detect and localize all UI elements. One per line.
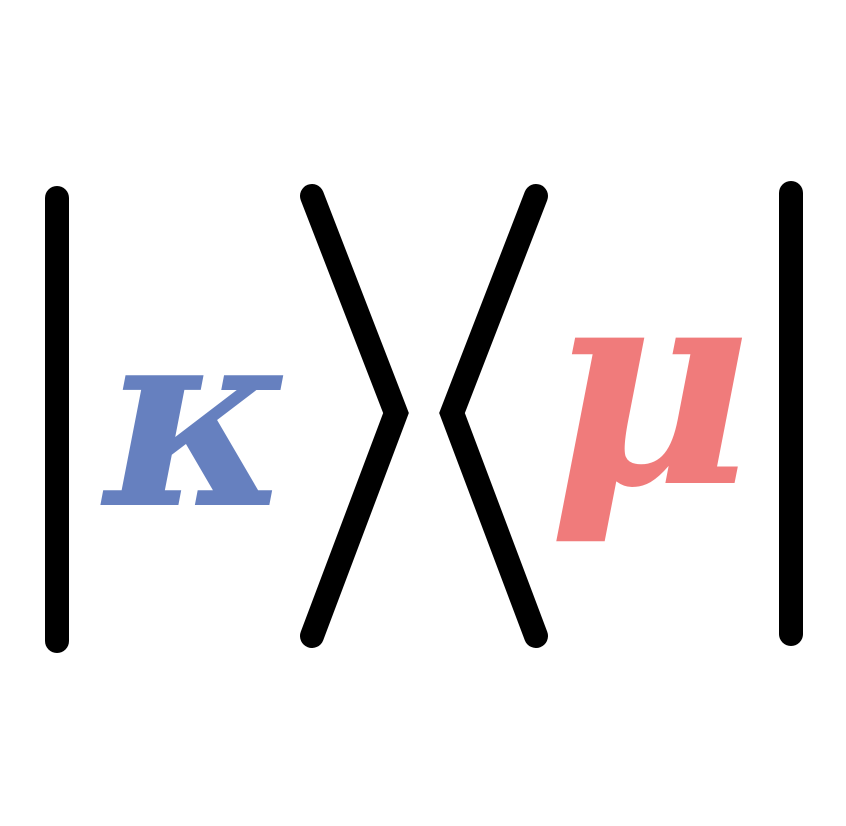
ket-angle-bracket (300, 184, 409, 648)
mu-symbol: μ (548, 221, 753, 550)
bra-angle-bracket (439, 184, 548, 648)
kappa-symbol: κ (100, 270, 291, 564)
